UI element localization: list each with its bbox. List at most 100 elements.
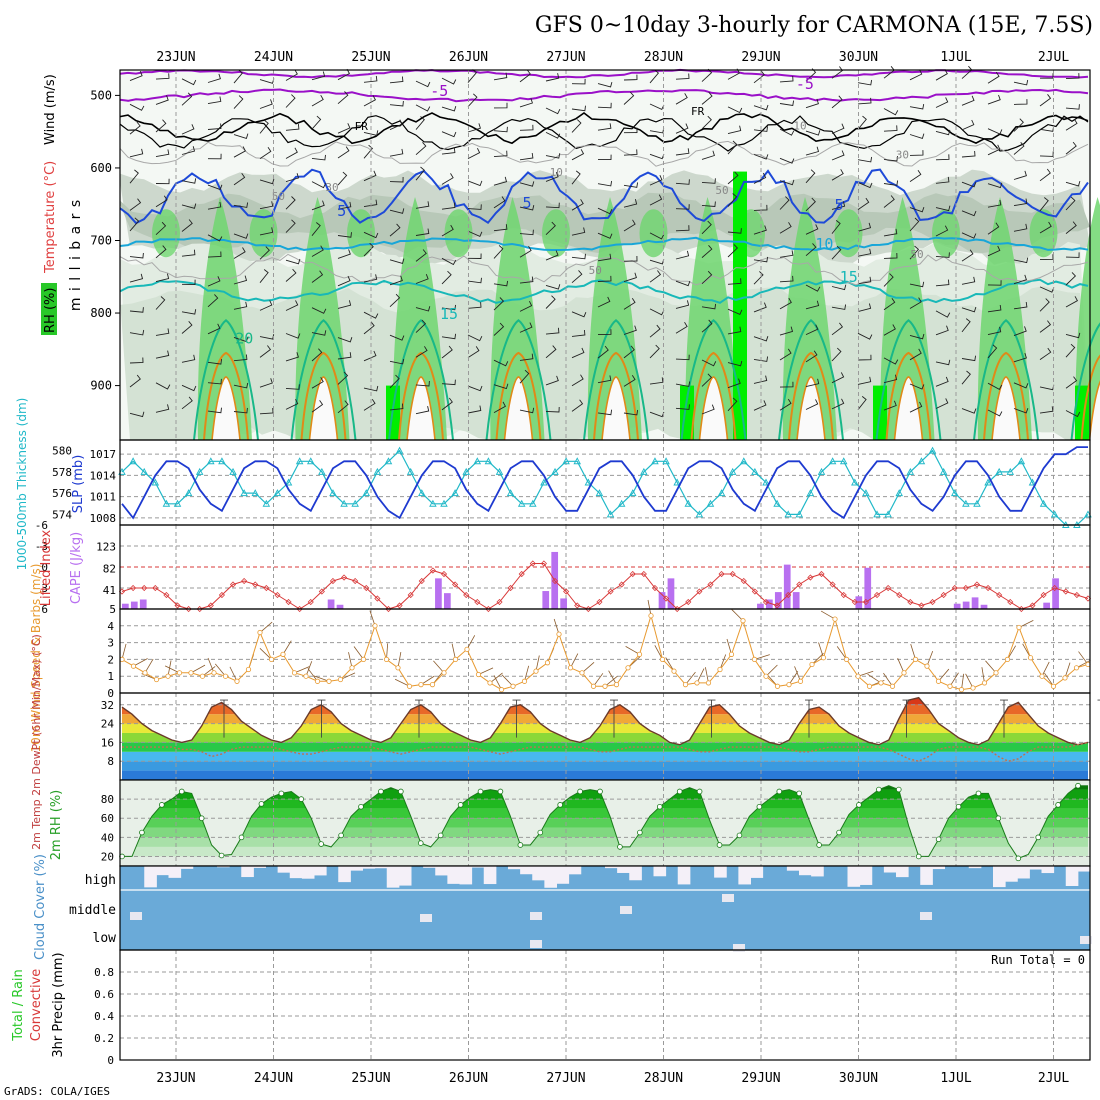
thickness-point	[984, 478, 992, 486]
wind-barb	[727, 125, 742, 135]
li-point	[751, 588, 758, 595]
li-point	[285, 598, 292, 606]
thickness-point	[884, 510, 892, 518]
thickness-point	[484, 457, 493, 465]
wind-barb	[623, 182, 639, 188]
wind-barb	[259, 269, 269, 283]
isotherm-30	[503, 376, 534, 441]
wind-barb	[415, 116, 425, 130]
wind-barb	[571, 78, 586, 85]
rh-contour-label: 50	[272, 190, 285, 203]
li-point	[374, 595, 381, 602]
li-point	[896, 591, 903, 599]
wind-barb	[897, 657, 905, 673]
rh2m-point	[796, 790, 802, 797]
wind-barb	[519, 301, 533, 312]
wind-barb	[779, 196, 790, 210]
wind-barb	[961, 181, 977, 188]
cape-tick-label: 41	[103, 584, 116, 597]
wind-barb	[441, 257, 457, 266]
wind-barb	[1065, 196, 1076, 211]
wind-barb	[623, 409, 639, 416]
wind-barb	[987, 326, 1002, 336]
wind-point	[567, 665, 574, 671]
rh-patch	[542, 209, 570, 258]
wind-barb	[857, 354, 872, 361]
wind-barb	[820, 610, 836, 620]
rh2m-band	[122, 837, 1088, 847]
wind-barb	[311, 94, 324, 107]
rh2m-point	[716, 842, 723, 848]
cape-bar	[560, 598, 567, 609]
li-point	[274, 591, 281, 599]
wind-barb	[909, 333, 925, 340]
wind-barb	[285, 399, 299, 410]
wind-point	[257, 629, 263, 636]
wind-barb	[155, 328, 170, 336]
wind-barb	[935, 325, 949, 336]
wind-point	[406, 683, 413, 689]
wind-barb	[831, 304, 847, 310]
isotherm-25	[593, 351, 639, 441]
li-point	[996, 591, 1003, 599]
wind-barb	[363, 274, 378, 283]
cape-bar	[435, 578, 442, 609]
rh2m-tick-label: 40	[101, 831, 114, 844]
min-max-bar	[220, 699, 228, 738]
wind-barb	[337, 275, 351, 287]
wind-barb	[129, 198, 142, 211]
thickness-point	[584, 478, 593, 486]
rh2m-tick-label: 60	[101, 812, 114, 825]
wind-barb	[623, 91, 635, 105]
wind-barb	[675, 354, 690, 361]
wind-barb	[883, 252, 898, 259]
rh2m-point	[159, 802, 165, 808]
isotherm-25	[788, 351, 834, 441]
slp-tick-label: 1017	[90, 448, 117, 461]
wind-barb	[779, 75, 794, 83]
wind-barb	[155, 178, 170, 185]
thickness-tick-label: 578	[52, 466, 72, 479]
wind-barb	[493, 675, 502, 690]
wind-barb	[754, 654, 770, 660]
wind-barb	[987, 245, 1001, 257]
upper-air-legend: RH (%) Temperature (°C) Wind (m/s)	[41, 74, 58, 335]
wind-barb	[229, 666, 238, 682]
thickness-point	[329, 489, 337, 497]
wind-barb	[727, 106, 743, 114]
precip-tick-label: 0.6	[94, 988, 114, 1001]
grads-credit: GrADS: COLA/IGES	[4, 1085, 110, 1098]
thickness-point	[795, 510, 804, 518]
contour-label: FR	[691, 105, 705, 118]
li-point	[474, 598, 481, 606]
rh2m-point	[696, 788, 703, 795]
wind-barb	[753, 375, 768, 384]
date-label-bottom: 28JUN	[644, 1071, 683, 1086]
date-label-bottom: 1JUL	[940, 1071, 971, 1086]
wind-barb	[935, 205, 951, 212]
y-tick-label: 500	[90, 88, 112, 102]
wind-barb	[883, 195, 895, 208]
wind-barb	[129, 148, 144, 158]
cloud-gap-mid	[722, 894, 734, 902]
wind-barb	[831, 245, 842, 260]
wind-barb	[857, 396, 867, 410]
cape-bar	[1052, 578, 1059, 609]
wind-barb	[675, 204, 690, 210]
cloud-gap-high	[883, 866, 897, 873]
wind-barb	[155, 296, 166, 310]
isotherm-25	[203, 351, 249, 441]
wind-barb	[779, 222, 792, 234]
isotherm-5	[119, 168, 1089, 225]
wind-barb	[987, 71, 1000, 84]
wind-barb	[649, 175, 663, 186]
wind-barb	[857, 670, 874, 677]
rh2m-point	[876, 786, 882, 793]
wind-point	[728, 651, 735, 657]
li-point	[396, 602, 403, 609]
wind-barb	[987, 94, 1001, 105]
isotherm-minus5	[119, 88, 1089, 103]
isotherm-25	[885, 351, 932, 441]
li-point	[1051, 584, 1058, 592]
wind-barb	[545, 375, 559, 386]
